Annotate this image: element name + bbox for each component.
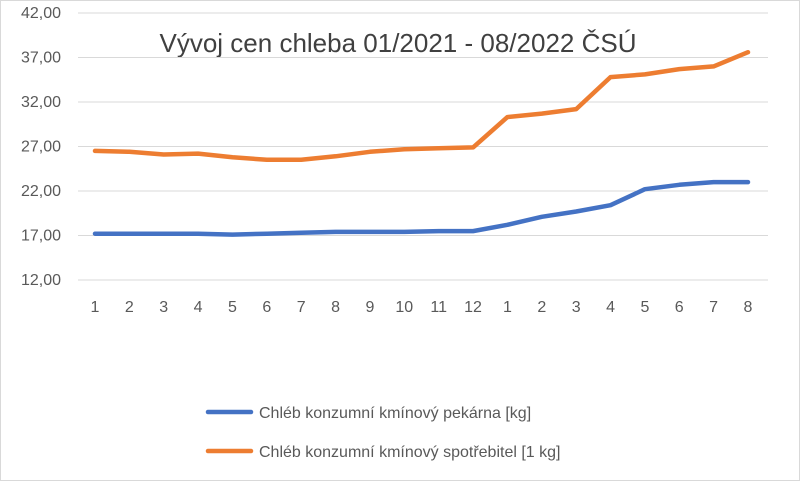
x-tick-label: 2 <box>537 299 546 316</box>
x-tick-label: 10 <box>395 299 413 316</box>
chart-title: Vývoj cen chleba 01/2021 - 08/2022 ČSÚ <box>160 28 637 58</box>
x-tick-label: 12 <box>464 299 482 316</box>
y-tick-label: 27,00 <box>21 139 61 156</box>
series-layer <box>92 49 751 237</box>
x-tick-label: 11 <box>430 299 447 316</box>
x-tick-label: 4 <box>194 299 203 316</box>
x-axis-tick-labels: 1 2 3 4 5 6 7 8 9 10 11 12 1 2 3 4 5 6 7 8 <box>91 299 753 316</box>
legend-label: Chléb konzumní kmínový spotřebitel [1 kg… <box>259 444 560 461</box>
x-tick-label: 3 <box>572 299 581 316</box>
y-tick-label: 42,00 <box>21 5 61 22</box>
x-tick-label: 6 <box>675 299 684 316</box>
x-tick-label: 9 <box>365 299 374 316</box>
x-tick-label: 6 <box>262 299 271 316</box>
series-line <box>92 49 751 163</box>
y-axis-tick-labels: 12,00 17,00 22,00 27,00 32,00 37,00 42,00 <box>21 5 61 289</box>
x-tick-label: 7 <box>709 299 718 316</box>
legend: Chléb konzumní kmínový pekárna [kg] Chléb… <box>205 405 560 461</box>
y-tick-label: 22,00 <box>21 183 61 200</box>
x-tick-label: 5 <box>228 299 237 316</box>
x-tick-label: 7 <box>297 299 306 316</box>
x-tick-label: 1 <box>91 299 100 316</box>
series-2 <box>92 49 751 163</box>
x-tick-label: 5 <box>640 299 649 316</box>
x-tick-label: 1 <box>503 299 512 316</box>
legend-label: Chléb konzumní kmínový pekárna [kg] <box>259 405 531 422</box>
x-tick-label: 8 <box>331 299 340 316</box>
x-tick-label: 4 <box>606 299 615 316</box>
legend-item: Chléb konzumní kmínový spotřebitel [1 kg… <box>205 444 560 461</box>
series-1 <box>92 179 751 237</box>
y-tick-label: 37,00 <box>21 50 61 67</box>
x-tick-label: 3 <box>159 299 168 316</box>
y-tick-label: 32,00 <box>21 94 61 111</box>
y-tick-label: 17,00 <box>21 228 61 245</box>
x-tick-label: 8 <box>744 299 753 316</box>
legend-item: Chléb konzumní kmínový pekárna [kg] <box>205 405 531 422</box>
series-line <box>92 179 751 237</box>
y-tick-label: 12,00 <box>21 272 61 289</box>
x-tick-label: 2 <box>125 299 134 316</box>
